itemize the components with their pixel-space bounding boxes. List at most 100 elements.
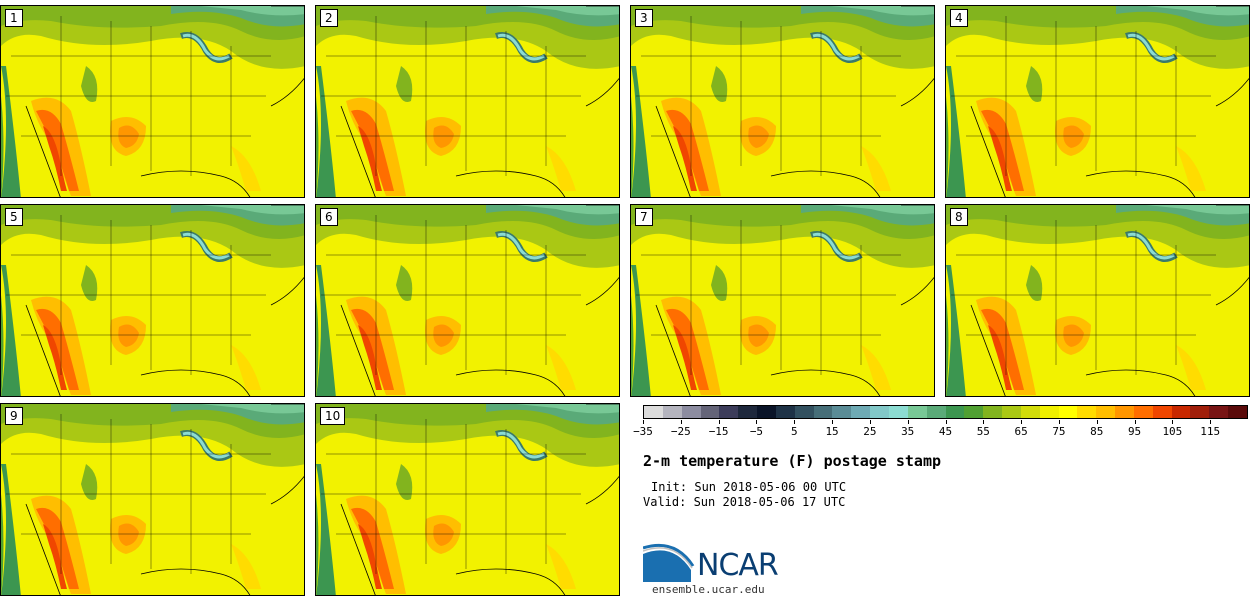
map-panel: 5	[0, 204, 305, 397]
colorbar-tick	[832, 420, 834, 424]
colorbar-swatch	[662, 406, 682, 418]
member-number: 1	[5, 9, 23, 27]
member-number: 5	[5, 208, 23, 226]
colorbar-swatch	[1190, 406, 1210, 418]
temperature-map	[946, 6, 1249, 197]
map-panel: 9	[0, 403, 305, 596]
colorbar-swatch	[644, 406, 663, 418]
temperature-map	[631, 6, 934, 197]
temperature-map	[316, 6, 619, 197]
colorbar-swatch	[719, 406, 739, 418]
colorbar	[643, 405, 1248, 419]
colorbar-tick-label: −25	[670, 425, 691, 438]
map-panel: 3	[630, 5, 935, 198]
colorbar-tick	[643, 420, 644, 424]
ncar-logo-icon	[643, 543, 695, 582]
colorbar-tick	[794, 420, 796, 424]
colorbar-tick	[718, 420, 720, 424]
map-panel: 6	[315, 204, 620, 397]
temperature-map	[1, 6, 304, 197]
member-number: 2	[320, 9, 338, 27]
colorbar-tick-label: 85	[1090, 425, 1104, 438]
colorbar-tick-label: 95	[1127, 425, 1142, 438]
colorbar-tick	[1134, 420, 1136, 424]
member-number: 7	[635, 208, 653, 226]
init-time: Init: Sun 2018-05-06 00 UTC	[651, 480, 847, 494]
member-number: 3	[635, 9, 653, 27]
member-number: 9	[5, 407, 23, 425]
temperature-map	[1, 404, 304, 595]
colorbar-tick	[869, 420, 871, 424]
colorbar-swatch	[964, 406, 984, 418]
map-panel: 2	[315, 5, 620, 198]
member-number: 8	[950, 208, 968, 226]
valid-time: Valid: Sun 2018-05-06 17 UTC	[643, 495, 846, 509]
colorbar-swatch	[870, 406, 889, 418]
colorbar-tick-label: −35	[633, 425, 653, 438]
colorbar-swatch	[1228, 406, 1247, 418]
colorbar-tick	[1172, 420, 1174, 424]
temperature-map	[316, 404, 619, 595]
map-panel: 1	[0, 5, 305, 198]
colorbar-swatch	[757, 406, 776, 418]
colorbar-swatch	[738, 406, 758, 418]
colorbar-swatch	[1020, 406, 1040, 418]
colorbar-swatch	[775, 406, 795, 418]
colorbar-swatch	[1039, 406, 1059, 418]
colorbar-tick	[907, 420, 909, 424]
colorbar-swatch	[1171, 406, 1191, 418]
plot-title: 2-m temperature (F) postage stamp	[643, 452, 942, 470]
colorbar-swatch	[851, 406, 871, 418]
map-panel: 10	[315, 403, 620, 596]
member-number: 6	[320, 208, 338, 226]
colorbar-swatch	[832, 406, 852, 418]
colorbar-tick-label: 115	[1200, 425, 1221, 438]
map-panel: 7	[630, 204, 935, 397]
colorbar-tick-label: 25	[863, 425, 877, 438]
colorbar-swatch	[1209, 406, 1229, 418]
map-panel: 4	[945, 5, 1250, 198]
colorbar-tick	[1021, 420, 1023, 424]
colorbar-swatch	[907, 406, 927, 418]
colorbar-swatch	[1002, 406, 1021, 418]
logo-text: NCAR	[697, 548, 779, 583]
member-number: 4	[950, 9, 968, 27]
colorbar-tick-label: −5	[749, 425, 764, 438]
colorbar-tick-label: −15	[708, 425, 729, 438]
colorbar-tick	[945, 420, 947, 424]
colorbar-swatch	[1077, 406, 1097, 418]
colorbar-swatch	[888, 406, 908, 418]
colorbar-swatch	[1152, 406, 1172, 418]
map-panel: 8	[945, 204, 1250, 397]
colorbar-tick-label: 45	[938, 425, 953, 438]
colorbar-swatch	[1058, 406, 1078, 418]
temperature-map	[316, 205, 619, 396]
colorbar-tick-label: 75	[1052, 425, 1066, 438]
colorbar-tick-label: 15	[825, 425, 839, 438]
temperature-map	[1, 205, 304, 396]
colorbar-swatch	[794, 406, 814, 418]
colorbar-ticks: −35 −25 −15 −5 5 15 25 35 45 55 65 75 85 95 105 115	[633, 420, 1248, 440]
colorbar-tick-label: 105	[1162, 425, 1183, 438]
colorbar-tick	[983, 420, 985, 424]
colorbar-tick-label: 65	[1014, 425, 1028, 438]
colorbar-swatch	[1133, 406, 1153, 418]
colorbar-swatch	[681, 406, 701, 418]
site-url: ensemble.ucar.edu	[652, 583, 765, 596]
member-number: 10	[320, 407, 346, 425]
temperature-map	[946, 205, 1249, 396]
colorbar-tick-label: 55	[976, 425, 990, 438]
colorbar-tick	[1058, 420, 1060, 424]
colorbar-swatch	[945, 406, 965, 418]
colorbar-swatch	[983, 406, 1003, 418]
colorbar-swatch	[813, 406, 833, 418]
colorbar-tick	[756, 420, 758, 424]
colorbar-tick	[1210, 420, 1212, 424]
colorbar-tick	[1096, 420, 1098, 424]
colorbar-tick	[680, 420, 682, 424]
temperature-map	[631, 205, 934, 396]
colorbar-tick-label: 35	[901, 425, 915, 438]
colorbar-swatch	[1115, 406, 1134, 418]
colorbar-swatch	[700, 406, 720, 418]
colorbar-swatch	[926, 406, 946, 418]
